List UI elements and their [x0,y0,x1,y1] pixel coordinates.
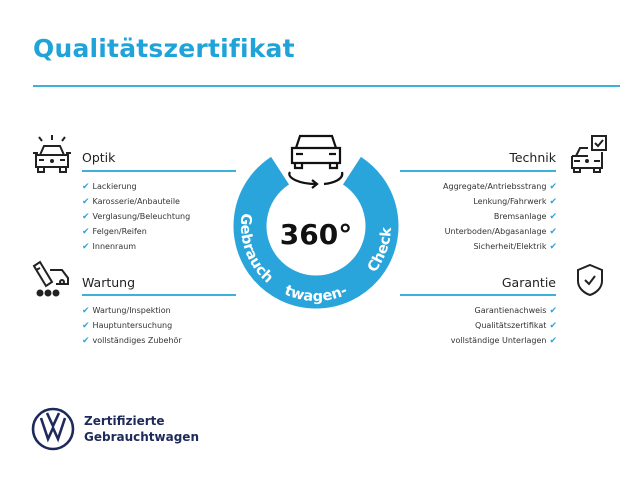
brand-text: Zertifizierte Gebrauchtwagen [84,413,199,445]
list-item: ✔ vollständiges Zubehör [82,336,182,346]
list-item: ✔ Felgen/Reifen [82,227,147,237]
technik-list: Aggregate/Antriebsstrang ✔ Lenkung/Fahrwe… [443,179,557,254]
list-item: ✔ Wartung/Inspektion [82,306,171,316]
list-item: Unterboden/Abgasanlage ✔ [444,227,557,237]
optik-list: ✔ Lackierung ✔ Karosserie/Anbauteile ✔ Verg… [82,179,190,254]
car-rotate-icon [288,134,344,189]
wartung-list: ✔ Wartung/Inspektion ✔ Hauptuntersuchung ✔… [82,303,182,348]
car-checklist-icon [571,135,607,173]
garantie-list: Garantienachweis ✔ Qualitätszertifikat ✔ v… [451,303,557,348]
section-heading-wartung: Wartung [82,275,136,290]
list-item: Lenkung/Fahrwerk ✔ [473,197,557,207]
wartung-divider [82,294,236,296]
car-lights-icon [33,135,71,173]
section-heading-technik: Technik [509,150,556,165]
check-icon: ✔ [549,227,557,237]
check-icon: ✔ [549,306,557,316]
shield-check-icon [577,263,603,297]
list-item: ✔ Lackierung [82,182,137,192]
service-tools-icon [32,260,69,297]
vw-logo [31,407,75,451]
optik-divider [82,170,236,172]
garantie-divider [400,294,556,296]
technik-divider [400,170,556,172]
check-icon: ✔ [549,321,557,331]
title-divider [33,85,620,87]
check-icon: ✔ [82,336,90,346]
section-heading-garantie: Garantie [501,275,556,290]
check-icon: ✔ [549,212,557,222]
list-item: ✔ Karosserie/Anbauteile [82,197,180,207]
check-icon: ✔ [549,336,557,346]
check-icon: ✔ [549,182,557,192]
check-icon: ✔ [82,212,90,222]
check-icon: ✔ [549,242,557,252]
check-icon: ✔ [82,182,90,192]
check-icon: ✔ [82,242,90,252]
check-icon: ✔ [82,306,90,316]
check-icon: ✔ [82,227,90,237]
page-title: Qualitätszertifikat [33,34,295,63]
brand-line-1: Zertifizierte [84,414,165,428]
check-icon: ✔ [549,197,557,207]
list-item: ✔ Innenraum [82,242,137,252]
check-icon: ✔ [82,321,90,331]
badge-360: 360° [280,218,352,251]
brand-line-2: Gebrauchtwagen [84,430,199,444]
list-item: Garantienachweis ✔ [474,306,558,316]
list-item: Aggregate/Antriebsstrang ✔ [443,182,557,192]
section-heading-optik: Optik [82,150,116,165]
list-item: Qualitätszertifikat ✔ [475,321,557,331]
list-item: ✔ Verglasung/Beleuchtung [82,212,191,222]
list-item: vollständige Unterlagen ✔ [450,336,557,346]
list-item: Bremsanlage ✔ [493,212,557,222]
check-icon: ✔ [82,197,90,207]
list-item: ✔ Hauptuntersuchung [82,321,173,331]
badge-ring [233,156,399,309]
list-item: Sicherheit/Elektrik ✔ [473,242,557,252]
